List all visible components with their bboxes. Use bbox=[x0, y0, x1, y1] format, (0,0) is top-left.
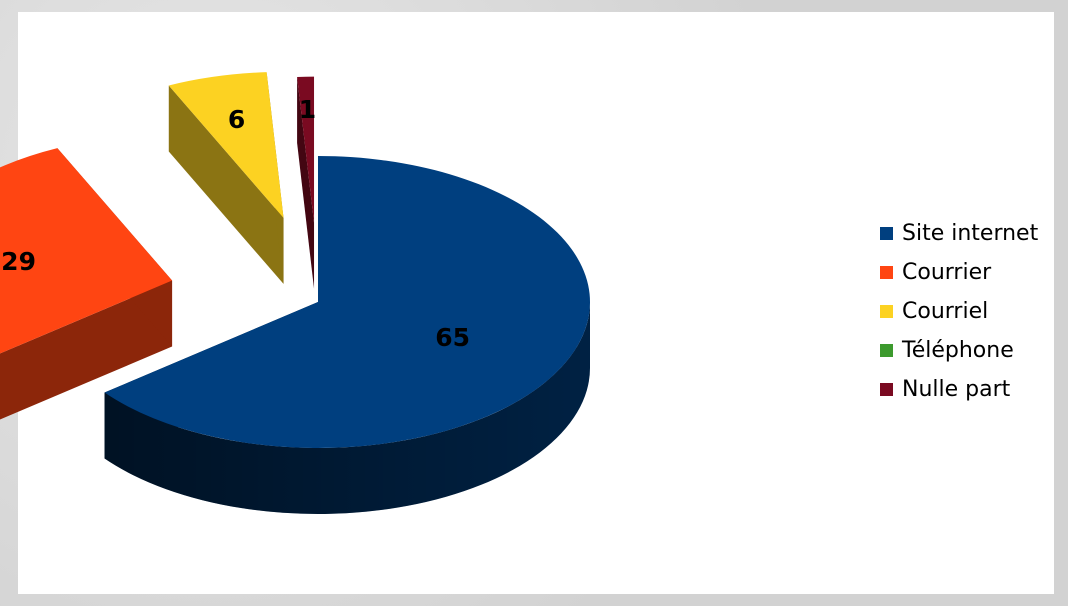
legend-swatch-site-internet bbox=[880, 227, 893, 240]
pie-slice-top-courrier bbox=[0, 148, 173, 354]
legend-item-telephone: Téléphone bbox=[880, 331, 1038, 370]
data-label-site-internet: 65 bbox=[435, 323, 470, 352]
pie-slice-wall-courrier bbox=[0, 280, 173, 420]
legend-swatch-courrier bbox=[880, 266, 893, 279]
pie-slice-side-shading-site-internet bbox=[104, 302, 590, 514]
pie-slice-top-site-internet bbox=[104, 156, 590, 448]
legend-item-courriel: Courriel bbox=[880, 292, 1038, 331]
legend-label-nulle-part: Nulle part bbox=[902, 377, 1011, 402]
data-label-courrier: 29 bbox=[1, 247, 36, 276]
legend-label-courriel: Courriel bbox=[902, 299, 989, 324]
legend-item-nulle-part: Nulle part bbox=[880, 370, 1038, 409]
data-label-nulle-part: 1 bbox=[299, 95, 316, 124]
data-label-courriel: 6 bbox=[228, 105, 245, 134]
pie-slice-nulle-part bbox=[297, 76, 315, 289]
legend-label-site-internet: Site internet bbox=[902, 221, 1039, 246]
legend-swatch-telephone bbox=[880, 344, 893, 357]
legend-label-courrier: Courrier bbox=[902, 260, 992, 285]
pie-slice-top-courriel bbox=[168, 72, 284, 218]
pie-slice-wall-courriel bbox=[168, 85, 284, 284]
pie-slice-site-internet bbox=[104, 156, 590, 514]
pie-slice-courrier bbox=[0, 148, 173, 420]
legend-swatch-nulle-part bbox=[880, 383, 893, 396]
legend-swatch-courriel bbox=[880, 305, 893, 318]
pie-slice-courriel bbox=[168, 72, 284, 284]
pie-slice-wall-nulle-part bbox=[297, 76, 315, 289]
legend-label-telephone: Téléphone bbox=[902, 338, 1014, 363]
chart-legend: Site internet Courrier Courriel Téléphon… bbox=[880, 214, 1038, 409]
pie-slice-top-nulle-part bbox=[297, 76, 315, 223]
legend-item-site-internet: Site internet bbox=[880, 214, 1038, 253]
legend-item-courrier: Courrier bbox=[880, 253, 1038, 292]
